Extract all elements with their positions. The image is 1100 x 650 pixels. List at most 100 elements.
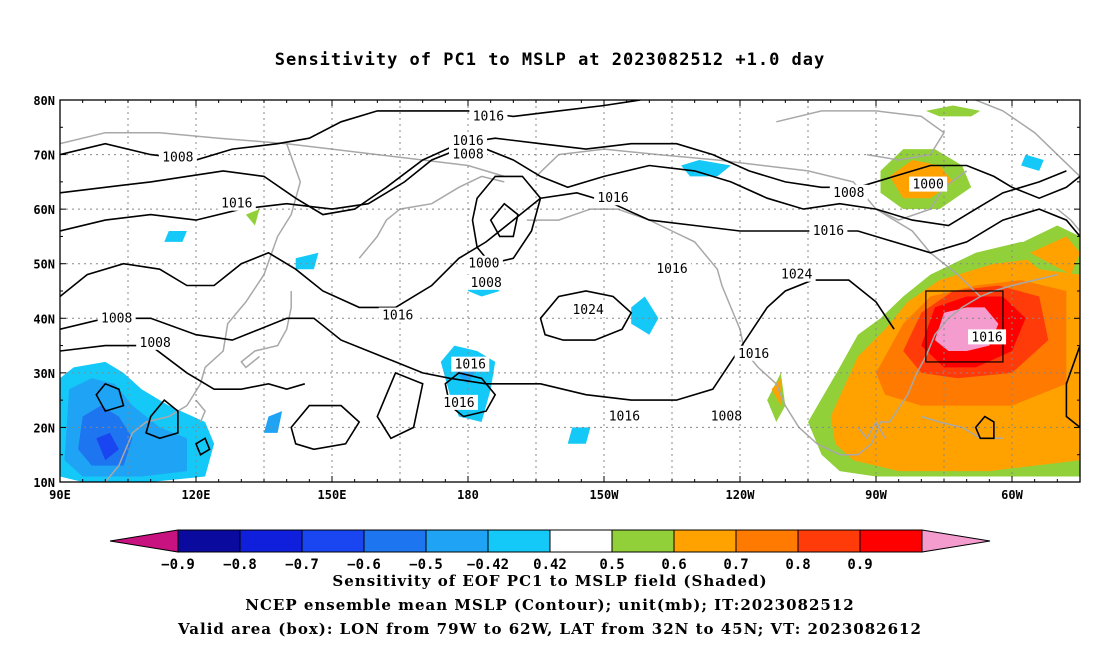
caption-valid-area: Valid area (box): LON from 79W to 62W, L… xyxy=(178,620,922,638)
contour-label: 1024 xyxy=(781,268,812,283)
mslp-contour xyxy=(194,437,211,456)
colorbar-swatch xyxy=(673,529,737,553)
contour-label: 1008 xyxy=(470,276,501,291)
contour-label: 1016 xyxy=(382,309,413,324)
mslp-contour xyxy=(60,279,895,401)
lon-label: 150W xyxy=(590,488,620,502)
contour-label: 1016 xyxy=(738,347,769,362)
contour-label-bg xyxy=(158,149,197,165)
coastline xyxy=(776,110,946,161)
lon-label: 180 xyxy=(457,488,479,502)
contour-label-bg xyxy=(217,195,256,211)
lon-label: 60W xyxy=(1001,488,1023,502)
coastline xyxy=(195,399,206,423)
contour-label-bg xyxy=(439,394,478,410)
contour-label: 1008 xyxy=(140,336,171,351)
lat-label: 50N xyxy=(33,258,55,272)
contour-label: 1024 xyxy=(572,303,603,318)
contour-label-bg xyxy=(707,408,746,424)
lon-label: 150E xyxy=(318,488,347,502)
shade-patch xyxy=(295,252,319,270)
contour-label-bg xyxy=(569,302,608,318)
contour-label: 1000 xyxy=(468,257,499,272)
contour-label-bg xyxy=(968,329,1007,345)
lat-label: 60N xyxy=(33,203,55,217)
colorbar-tick-label: 0.6 xyxy=(661,557,686,573)
contour-label-bg xyxy=(469,108,508,124)
contour-label: 1016 xyxy=(971,330,1002,345)
mslp-contours xyxy=(60,100,1080,456)
lat-label: 30N xyxy=(33,367,55,381)
contour-label-bg xyxy=(594,190,633,206)
contour-labels: 1016 1016 1008 1008 1016 1016 1008 1000 1016 1000… xyxy=(97,108,1007,425)
contour-label: 1016 xyxy=(221,197,252,212)
colorbar-swatch xyxy=(549,529,613,553)
contour-label: 1016 xyxy=(609,410,640,425)
contour-label-bg xyxy=(829,184,868,200)
colorbar-tick-label: −0.7 xyxy=(285,557,319,573)
colorbar-tick-label: 0.5 xyxy=(599,557,624,573)
shade-patch xyxy=(164,231,187,242)
caption-shading: Sensitivity of EOF PC1 to MSLP field (Sh… xyxy=(332,572,768,590)
mslp-contour xyxy=(60,344,306,391)
mslp-contour xyxy=(60,148,1067,232)
colorbar-tick-label: −0.9 xyxy=(161,557,195,573)
contour-label-bg xyxy=(467,274,506,290)
shade-patch xyxy=(925,105,981,117)
contour-label: 1008 xyxy=(833,186,864,201)
contour-label-bg xyxy=(451,356,490,372)
contour-label-bg xyxy=(777,266,816,282)
colorbar-tick-label: 0.8 xyxy=(785,557,810,573)
lon-label: 120W xyxy=(726,488,756,502)
colorbar-tick-label: −0.42 xyxy=(467,557,509,573)
colorbar-swatch xyxy=(239,529,303,553)
contour-label-bg xyxy=(97,310,136,326)
mslp-contour xyxy=(95,382,125,413)
mslp-contour xyxy=(60,137,1080,216)
colorbar-swatch xyxy=(859,529,923,553)
shade-patch xyxy=(96,432,119,461)
lat-label: 70N xyxy=(33,149,55,163)
lat-label: 10N xyxy=(33,476,55,490)
chart-title: Sensitivity of PC1 to MSLP at 2023082512… xyxy=(274,50,826,70)
map-plot-area: 1016 1016 1008 1008 1016 1016 1008 1000 1016 1000… xyxy=(60,100,1080,482)
colorbar-swatch xyxy=(425,529,489,553)
colorbar-swatch xyxy=(177,529,241,553)
coastline xyxy=(1056,208,1080,232)
shade-patch xyxy=(245,209,260,226)
lon-label: 90W xyxy=(865,488,887,502)
shade-patch xyxy=(681,160,731,177)
mslp-contour xyxy=(471,175,542,265)
caption-contour: NCEP ensemble mean MSLP (Contour); unit(… xyxy=(245,596,855,614)
contour-label: 1016 xyxy=(473,109,504,124)
colorbar-tick-label: 0.9 xyxy=(847,557,872,573)
colorbar-tick-label: −0.5 xyxy=(409,557,443,573)
shade-patch xyxy=(631,296,659,335)
contour-label-bg xyxy=(449,132,487,148)
mslp-contour xyxy=(539,290,633,341)
coastline xyxy=(857,420,886,440)
mslp-contour xyxy=(376,371,424,440)
contour-label-bg xyxy=(136,334,175,350)
colorbar-low-triangle xyxy=(109,529,179,553)
shade-patch xyxy=(567,427,591,444)
colorbar-tick-label: −0.8 xyxy=(223,557,257,573)
contour-label-bg xyxy=(909,176,948,192)
valid-area-box xyxy=(925,290,1004,363)
contour-label-bg xyxy=(734,345,773,361)
coastline xyxy=(526,208,1058,456)
coastline xyxy=(975,100,1080,177)
contour-label-bg xyxy=(653,261,691,277)
contour-label-bg xyxy=(449,146,487,162)
contour-label: 1000 xyxy=(912,178,943,193)
colorbar-tick-label: 0.7 xyxy=(723,557,748,573)
mslp-contour xyxy=(290,404,361,451)
mslp-contour xyxy=(974,415,995,440)
colorbar-tick-label: 0.42 xyxy=(533,557,567,573)
lon-label: 120E xyxy=(182,488,211,502)
colorbar-high-triangle xyxy=(921,529,991,553)
lat-label: 40N xyxy=(33,312,55,326)
coastline xyxy=(60,131,505,178)
shade-patch xyxy=(1021,154,1044,171)
mslp-contour xyxy=(1065,345,1080,429)
